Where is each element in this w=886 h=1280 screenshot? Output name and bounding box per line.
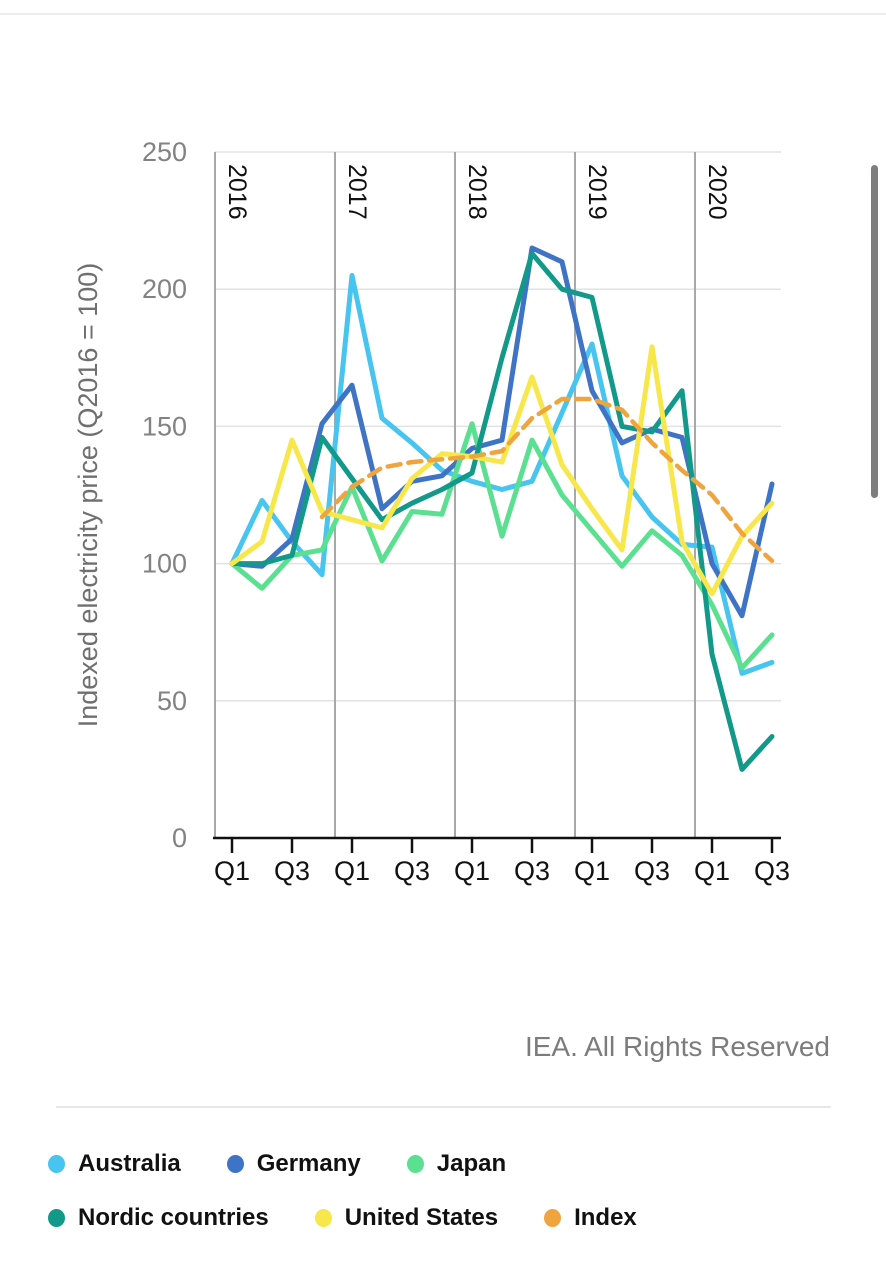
year-label: 2017 <box>343 164 371 220</box>
legend-dot-icon <box>48 1155 65 1173</box>
legend-label: Nordic countries <box>78 1204 269 1231</box>
scrollbar-thumb[interactable] <box>871 165 878 498</box>
x-tick-label: Q3 <box>634 856 670 886</box>
copyright-note: IEA. All Rights Reserved <box>524 1031 830 1062</box>
legend-item-australia[interactable]: Australia <box>48 1150 181 1178</box>
y-tick-label: 50 <box>157 686 187 716</box>
series-line-index <box>319 396 775 564</box>
legend-dot-icon <box>406 1155 424 1173</box>
x-tick-label: Q1 <box>454 856 490 886</box>
legend-item-japan[interactable]: Japan <box>406 1150 507 1178</box>
legend-divider <box>56 1106 831 1108</box>
y-tick-label: 250 <box>142 137 187 167</box>
x-tick-label: Q3 <box>274 856 310 886</box>
y-axis-title: Indexed electricity price (Q2016 = 100) <box>73 263 103 728</box>
legend-row: Nordic countries United States Index <box>48 1204 637 1232</box>
legend-item-germany[interactable]: Germany <box>226 1150 361 1178</box>
legend-dot-icon <box>314 1209 332 1227</box>
legend-item-united-states[interactable]: United States <box>314 1204 499 1232</box>
year-label: 2018 <box>463 164 491 220</box>
y-tick-label: 100 <box>142 549 187 579</box>
legend-item-nordic-countries[interactable]: Nordic countries <box>48 1204 269 1232</box>
year-label: 2020 <box>703 164 731 220</box>
x-tick-label: Q1 <box>694 856 730 886</box>
legend-dot-icon <box>48 1209 65 1227</box>
legend-label: Japan <box>436 1150 507 1177</box>
legend-label: Australia <box>78 1150 181 1177</box>
legend-label: Index <box>574 1204 637 1231</box>
x-tick-label: Q1 <box>334 856 370 886</box>
x-tick-label: Q1 <box>574 856 610 886</box>
y-tick-label: 0 <box>172 823 187 853</box>
series-line-united-states <box>229 344 775 597</box>
legend-label: United States <box>344 1204 499 1231</box>
x-tick-label: Q1 <box>214 856 250 886</box>
chart-legend: Australia Germany Japan Nordic countries… <box>48 1150 637 1232</box>
legend-item-index[interactable]: Index <box>544 1204 637 1232</box>
series-line-nordic-countries <box>229 251 775 772</box>
x-tick-label: Q3 <box>514 856 550 886</box>
year-label: 2016 <box>223 164 251 220</box>
x-tick-label: Q3 <box>394 856 430 886</box>
year-label: 2019 <box>583 164 611 220</box>
y-tick-label: 150 <box>142 411 187 441</box>
legend-row: Australia Germany Japan <box>48 1150 637 1178</box>
series-line-germany <box>229 245 775 619</box>
x-tick-label: Q3 <box>754 856 790 886</box>
legend-dot-icon <box>544 1209 562 1227</box>
legend-label: Germany <box>256 1150 361 1177</box>
legend-dot-icon <box>226 1155 244 1173</box>
series-line-japan <box>229 421 775 671</box>
y-tick-label: 200 <box>142 274 187 304</box>
top-divider <box>0 13 886 15</box>
